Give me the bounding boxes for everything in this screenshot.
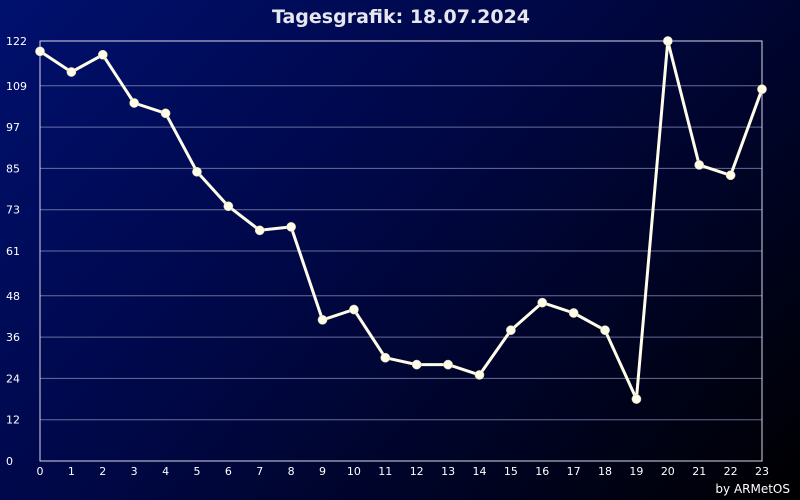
y-tick-label: 97 [6,121,20,134]
x-tick-label: 16 [535,465,549,478]
data-point [66,67,77,77]
data-points [35,36,767,404]
x-tick-label: 21 [692,465,706,478]
x-tick-label: 11 [378,465,392,478]
data-point [474,370,485,380]
y-tick-label: 24 [6,372,20,385]
x-tick-label: 17 [567,465,581,478]
data-point [97,49,108,60]
x-tick-label: 23 [755,465,769,478]
x-tick-label: 22 [724,465,738,478]
chart-title: Tagesgrafik: 18.07.2024 [272,6,530,28]
x-tick-label: 19 [629,465,643,478]
y-tick-label: 48 [6,290,20,303]
data-point [411,359,422,370]
x-tick-label: 3 [131,465,138,478]
data-point [443,359,453,370]
x-tick-label: 10 [347,465,361,478]
data-point [694,160,705,170]
x-tick-label: 4 [162,465,169,478]
y-tick-label: 109 [6,80,27,93]
data-point [506,325,516,336]
y-tick-label: 36 [6,331,20,344]
x-tick-label: 14 [472,465,486,478]
x-tick-label: 12 [410,465,424,478]
x-tick-label: 7 [256,465,263,478]
data-point [349,304,359,315]
y-tick-label: 61 [6,245,20,258]
data-point [129,98,140,108]
data-point [192,166,202,177]
data-point [35,46,45,57]
data-point [600,325,610,336]
data-point [254,225,265,236]
x-tick-label: 2 [99,465,106,478]
y-tick-label: 0 [6,455,13,468]
y-tick-label: 12 [6,414,20,427]
series-line [38,39,764,401]
y-tick-label: 85 [6,162,20,175]
x-tick-label: 15 [504,465,518,478]
data-point [662,36,673,46]
data-point [380,352,391,363]
x-tick-label: 1 [68,465,75,478]
x-tick-label: 0 [37,465,44,478]
x-tick-label: 13 [441,465,455,478]
plot-frame [39,40,763,462]
data-point [757,84,767,95]
data-point [286,222,296,232]
x-tick-label: 20 [661,465,675,478]
credit-label: by ARMetOS [715,482,790,496]
y-axis: 0 12 24 36 48 61 73 85 97 109 122 [6,35,27,468]
x-tick-label: 8 [288,465,295,478]
data-point [537,297,548,308]
x-tick-label: 6 [225,465,232,478]
x-tick-label: 5 [193,465,200,478]
y-tick-label: 122 [6,35,27,48]
data-point [568,308,579,318]
data-point [223,201,234,212]
x-tick-label: 18 [598,465,612,478]
data-point [317,315,328,325]
data-point [631,394,642,404]
x-tick-label: 9 [319,465,326,478]
data-point [725,170,736,181]
y-tick-label: 73 [6,204,20,217]
data-point [160,108,171,119]
grid [40,85,762,421]
x-axis: 0 1 2 3 4 5 6 7 8 9 10 11 12 13 14 15 16 17 18 19 20 21 22 23 [37,465,770,478]
